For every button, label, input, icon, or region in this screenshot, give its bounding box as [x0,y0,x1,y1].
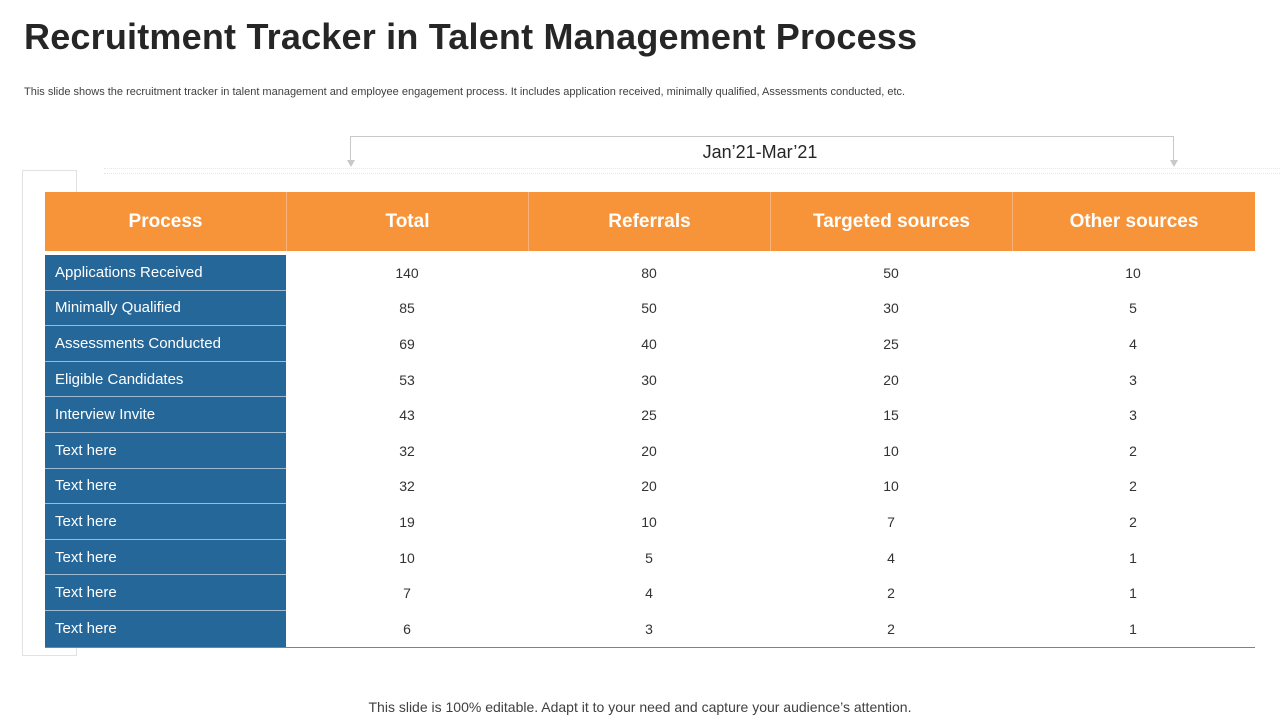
row-label: Applications Received [45,255,286,291]
table-row: Text here 32 20 10 2 [45,468,1255,505]
page-title: Recruitment Tracker in Talent Management… [24,16,918,57]
period-label: Jan’21-Mar’21 [660,142,860,163]
table-cell: 1 [1129,620,1137,637]
table-cell: 32 [399,478,415,495]
table-cell: 20 [641,478,657,495]
table-row: Text here 7 4 2 1 [45,575,1255,611]
table-cell: 20 [883,371,899,388]
table-cell: 3 [1129,371,1137,388]
recruitment-table: Process Total Referrals Targeted sources… [45,192,1255,648]
table-cell: 85 [399,300,415,317]
column-header-process: Process [45,192,287,251]
table-row: Assessments Conducted 69 40 25 4 [45,326,1255,362]
table-row: Text here 6 3 2 1 [45,610,1255,647]
row-label: Assessments Conducted [45,326,286,362]
row-label: Text here [45,610,286,647]
table-cell: 2 [887,585,895,602]
decorative-frame-top [104,168,1280,174]
table-header-row: Process Total Referrals Targeted sources… [45,192,1255,251]
row-label: Eligible Candidates [45,361,286,398]
table-cell: 6 [403,620,411,637]
table-cell: 53 [399,371,415,388]
column-header-referrals: Referrals [529,192,771,251]
table-cell: 80 [641,264,657,281]
period-bracket [350,136,1174,164]
table-cell: 4 [887,549,895,566]
table-cell: 30 [883,300,899,317]
table-cell: 4 [645,585,653,602]
table-cell: 10 [399,549,415,566]
arrow-down-icon [347,160,355,167]
table-cell: 7 [403,585,411,602]
table-row: Text here 32 20 10 2 [45,432,1255,469]
page-subtitle: This slide shows the recruitment tracker… [24,86,906,98]
table-cell: 50 [641,300,657,317]
table-cell: 10 [1125,264,1141,281]
table-cell: 1 [1129,585,1137,602]
row-label: Text here [45,539,286,576]
table-cell: 50 [883,264,899,281]
table-cell: 140 [395,264,419,281]
table-cell: 30 [641,371,657,388]
row-label: Interview Invite [45,397,286,433]
table-row: Text here 10 5 4 1 [45,539,1255,576]
table-cell: 5 [645,549,653,566]
table-cell: 69 [399,335,415,352]
table-cell: 10 [883,442,899,459]
table-row: Interview Invite 43 25 15 3 [45,397,1255,433]
row-label: Text here [45,575,286,611]
table-cell: 2 [887,620,895,637]
column-header-total: Total [287,192,529,251]
table-row: Text here 19 10 7 2 [45,504,1255,540]
table-cell: 4 [1129,335,1137,352]
table-row: Minimally Qualified 85 50 30 5 [45,290,1255,327]
table-cell: 32 [399,442,415,459]
table-cell: 10 [641,513,657,530]
row-label: Text here [45,432,286,469]
table-cell: 5 [1129,300,1137,317]
table-cell: 15 [883,407,899,424]
table-cell: 2 [1129,442,1137,459]
table-cell: 43 [399,407,415,424]
table-body: Applications Received 140 80 50 10 Minimally … [45,255,1255,648]
row-label: Text here [45,468,286,505]
table-cell: 19 [399,513,415,530]
table-cell: 3 [1129,407,1137,424]
table-cell: 25 [641,407,657,424]
column-header-targeted-sources: Targeted sources [771,192,1013,251]
table-cell: 7 [887,513,895,530]
table-cell: 10 [883,478,899,495]
table-cell: 3 [645,620,653,637]
table-cell: 2 [1129,478,1137,495]
arrow-down-icon [1170,160,1178,167]
table-cell: 25 [883,335,899,352]
table-cell: 2 [1129,513,1137,530]
footer-note: This slide is 100% editable. Adapt it to… [368,699,912,715]
table-row: Eligible Candidates 53 30 20 3 [45,361,1255,398]
table-cell: 20 [641,442,657,459]
row-label: Minimally Qualified [45,290,286,327]
table-cell: 40 [641,335,657,352]
row-label: Text here [45,504,286,540]
table-row: Applications Received 140 80 50 10 [45,255,1255,291]
column-header-other-sources: Other sources [1069,210,1199,232]
table-cell: 1 [1129,549,1137,566]
